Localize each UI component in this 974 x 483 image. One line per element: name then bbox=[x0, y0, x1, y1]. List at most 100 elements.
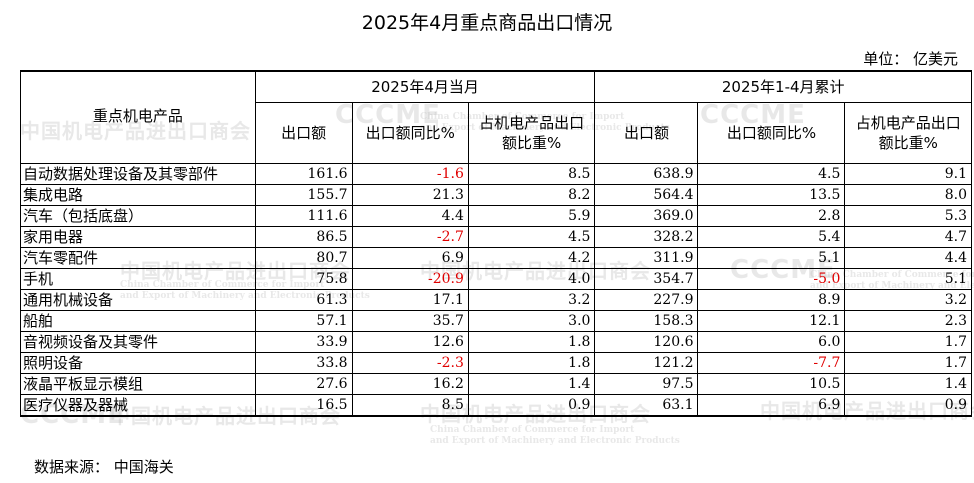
page-title: 2025年4月重点商品出口情况 bbox=[361, 12, 613, 34]
cum-share-cell: 9.1 bbox=[844, 163, 972, 185]
header-group-month: 2025年4月当月 bbox=[254, 70, 596, 103]
cum-yoy-cell: 5.4 bbox=[697, 226, 846, 248]
cum-share-cell: 4.7 bbox=[844, 226, 972, 248]
cum-share-cell: 1.7 bbox=[844, 331, 972, 353]
product-name: 照明设备 bbox=[20, 352, 256, 374]
data-source: 数据来源： 中国海关 bbox=[34, 458, 174, 476]
product-name: 汽车零配件 bbox=[20, 247, 256, 269]
month-yoy-cell: 35.7 bbox=[351, 310, 469, 332]
cum-export-cell: 158.3 bbox=[594, 310, 699, 332]
cum-export-cell: 369.0 bbox=[594, 205, 699, 227]
table-row: 液晶平板显示模组 27.6 16.2 1.4 97.5 10.5 1.4 bbox=[20, 373, 972, 395]
cum-export-cell: 328.2 bbox=[594, 226, 699, 248]
table-row: 自动数据处理设备及其零部件 161.6 -1.6 8.5 638.9 4.5 9.1 bbox=[20, 163, 972, 185]
cum-export-cell: 63.1 bbox=[594, 394, 699, 417]
month-yoy-cell: -1.6 bbox=[351, 163, 469, 185]
month-yoy-cell: 12.6 bbox=[351, 331, 469, 353]
cum-yoy-cell: 13.5 bbox=[697, 184, 846, 206]
table-row: 集成电路 155.7 21.3 8.2 564.4 13.5 8.0 bbox=[20, 184, 972, 206]
month-yoy-cell: 8.5 bbox=[351, 394, 469, 417]
cum-yoy-cell: 2.8 bbox=[697, 205, 846, 227]
product-name: 船舶 bbox=[20, 310, 256, 332]
product-name: 液晶平板显示模组 bbox=[20, 373, 256, 395]
cum-export-cell: 564.4 bbox=[594, 184, 699, 206]
month-share-cell: 8.5 bbox=[467, 163, 596, 185]
month-export-cell: 80.7 bbox=[254, 247, 353, 269]
cum-export-cell: 638.9 bbox=[594, 163, 699, 185]
product-name: 通用机械设备 bbox=[20, 289, 256, 311]
month-yoy-cell: -2.7 bbox=[351, 226, 469, 248]
product-name: 手机 bbox=[20, 268, 256, 290]
cum-export-cell: 354.7 bbox=[594, 268, 699, 290]
cum-share-cell: 1.4 bbox=[844, 373, 972, 395]
header-month-export: 出口额 bbox=[254, 102, 353, 164]
header-cum-yoy: 出口额同比% bbox=[697, 102, 846, 164]
month-share-cell: 8.2 bbox=[467, 184, 596, 206]
header-product: 重点机电产品 bbox=[20, 70, 256, 164]
table-row: 医疗仪器及器械 16.5 8.5 0.9 63.1 6.9 0.9 bbox=[20, 394, 972, 417]
month-export-cell: 86.5 bbox=[254, 226, 353, 248]
cum-share-cell: 3.2 bbox=[844, 289, 972, 311]
cum-yoy-cell: 12.1 bbox=[697, 310, 846, 332]
cum-export-cell: 97.5 bbox=[594, 373, 699, 395]
cum-share-cell: 2.3 bbox=[844, 310, 972, 332]
cum-yoy-cell: 4.5 bbox=[697, 163, 846, 185]
product-name: 汽车（包括底盘） bbox=[20, 205, 256, 227]
table-row: 手机 75.8 -20.9 4.0 354.7 -5.0 5.1 bbox=[20, 268, 972, 290]
product-name: 集成电路 bbox=[20, 184, 256, 206]
watermark: China Chamber of Commerce for Import and… bbox=[430, 425, 680, 446]
month-export-cell: 155.7 bbox=[254, 184, 353, 206]
cum-share-cell: 8.0 bbox=[844, 184, 972, 206]
month-yoy-cell: 4.4 bbox=[351, 205, 469, 227]
cum-share-cell: 1.7 bbox=[844, 352, 972, 374]
month-share-cell: 5.9 bbox=[467, 205, 596, 227]
cum-yoy-cell: -7.7 bbox=[697, 352, 846, 374]
table-row: 通用机械设备 61.3 17.1 3.2 227.9 8.9 3.2 bbox=[20, 289, 972, 311]
header-month-share: 占机电产品出口额比重% bbox=[467, 102, 596, 164]
month-share-cell: 4.2 bbox=[467, 247, 596, 269]
month-share-cell: 1.4 bbox=[467, 373, 596, 395]
cum-export-cell: 311.9 bbox=[594, 247, 699, 269]
table-row: 船舶 57.1 35.7 3.0 158.3 12.1 2.3 bbox=[20, 310, 972, 332]
cum-yoy-cell: 5.1 bbox=[697, 247, 846, 269]
table-row: 音视频设备及其零件 33.9 12.6 1.8 120.6 6.0 1.7 bbox=[20, 331, 972, 353]
month-yoy-cell: 21.3 bbox=[351, 184, 469, 206]
product-name: 家用电器 bbox=[20, 226, 256, 248]
month-yoy-cell: -20.9 bbox=[351, 268, 469, 290]
product-name: 音视频设备及其零件 bbox=[20, 331, 256, 353]
header-month-yoy: 出口额同比% bbox=[351, 102, 469, 164]
table-row: 汽车（包括底盘） 111.6 4.4 5.9 369.0 2.8 5.3 bbox=[20, 205, 972, 227]
month-yoy-cell: 6.9 bbox=[351, 247, 469, 269]
cum-yoy-cell: 6.0 bbox=[697, 331, 846, 353]
month-share-cell: 3.2 bbox=[467, 289, 596, 311]
month-export-cell: 27.6 bbox=[254, 373, 353, 395]
product-name: 自动数据处理设备及其零部件 bbox=[20, 163, 256, 185]
table-row: 家用电器 86.5 -2.7 4.5 328.2 5.4 4.7 bbox=[20, 226, 972, 248]
month-export-cell: 33.9 bbox=[254, 331, 353, 353]
month-yoy-cell: -2.3 bbox=[351, 352, 469, 374]
cum-yoy-cell: 6.9 bbox=[697, 394, 846, 417]
product-name: 医疗仪器及器械 bbox=[20, 394, 256, 417]
month-export-cell: 57.1 bbox=[254, 310, 353, 332]
month-export-cell: 161.6 bbox=[254, 163, 353, 185]
cum-yoy-cell: 10.5 bbox=[697, 373, 846, 395]
month-export-cell: 33.8 bbox=[254, 352, 353, 374]
cum-export-cell: 121.2 bbox=[594, 352, 699, 374]
cum-yoy-cell: -5.0 bbox=[697, 268, 846, 290]
table-row: 汽车零配件 80.7 6.9 4.2 311.9 5.1 4.4 bbox=[20, 247, 972, 269]
cum-share-cell: 5.3 bbox=[844, 205, 972, 227]
cum-yoy-cell: 8.9 bbox=[697, 289, 846, 311]
cum-export-cell: 227.9 bbox=[594, 289, 699, 311]
month-share-cell: 4.5 bbox=[467, 226, 596, 248]
header-group-cumulative: 2025年1-4月累计 bbox=[594, 70, 972, 103]
cum-share-cell: 0.9 bbox=[844, 394, 972, 417]
month-share-cell: 1.8 bbox=[467, 331, 596, 353]
month-yoy-cell: 17.1 bbox=[351, 289, 469, 311]
month-share-cell: 1.8 bbox=[467, 352, 596, 374]
header-cum-share: 占机电产品出口额比重% bbox=[844, 102, 972, 164]
month-share-cell: 0.9 bbox=[467, 394, 596, 417]
month-share-cell: 3.0 bbox=[467, 310, 596, 332]
cum-share-cell: 5.1 bbox=[844, 268, 972, 290]
month-export-cell: 61.3 bbox=[254, 289, 353, 311]
month-export-cell: 75.8 bbox=[254, 268, 353, 290]
